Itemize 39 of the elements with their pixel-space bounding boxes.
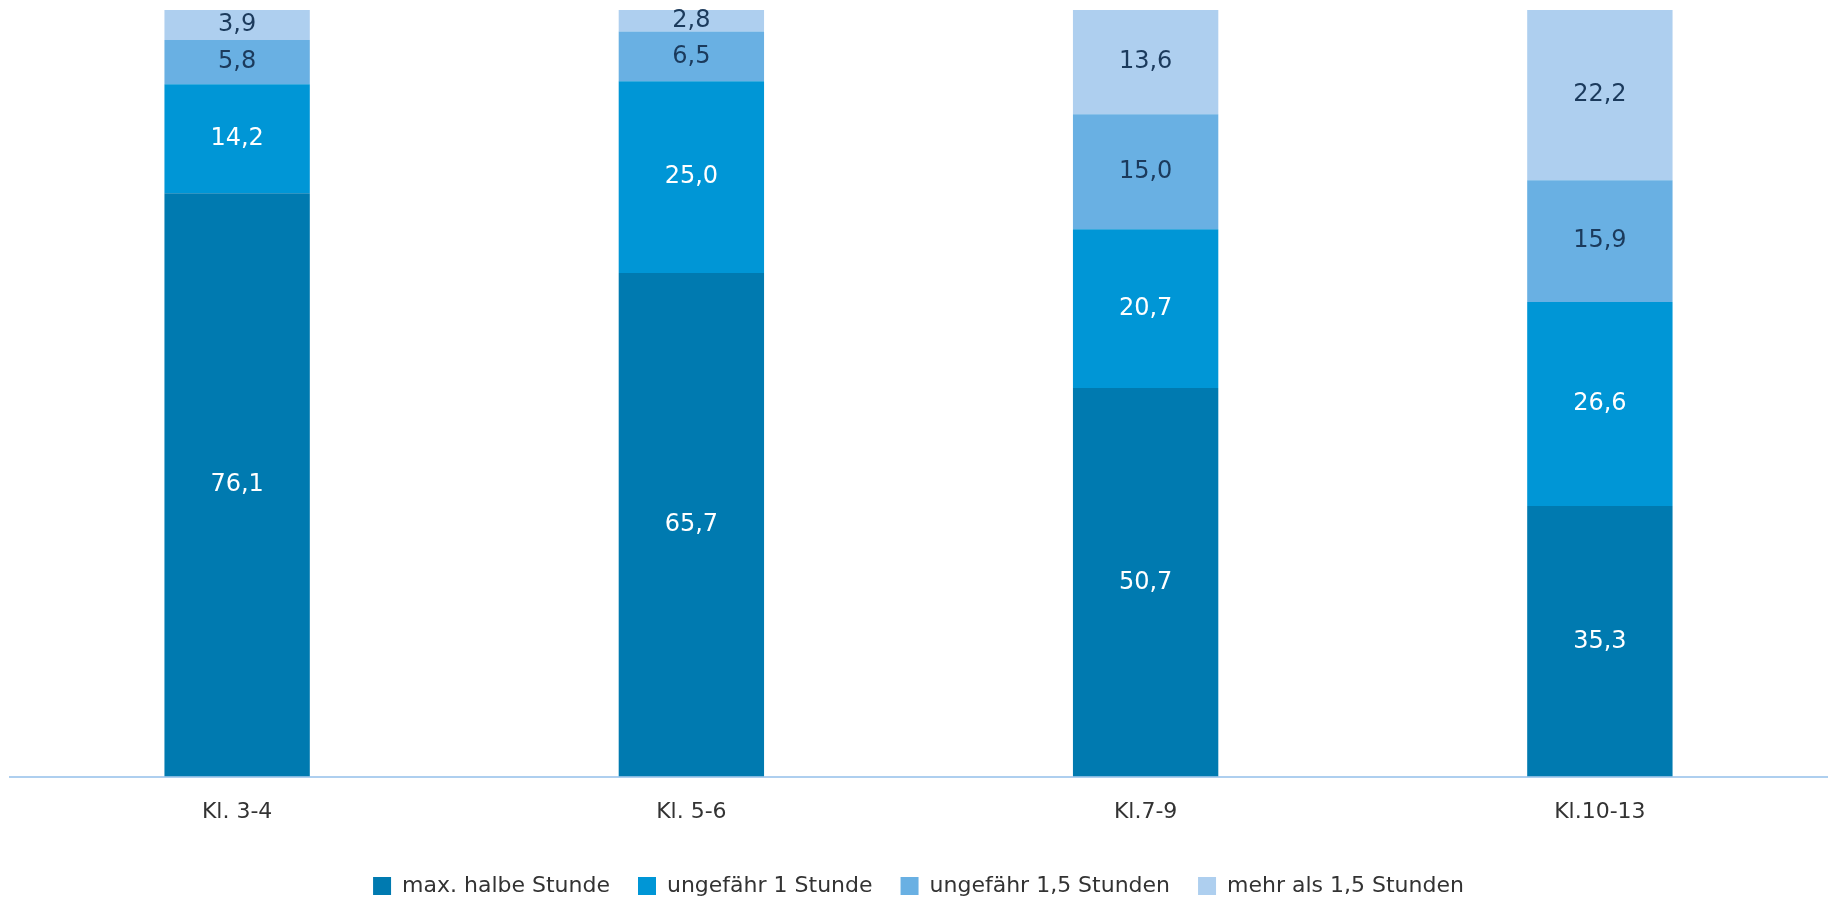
data-label: 25,0 bbox=[664, 161, 719, 190]
data-label: 15,0 bbox=[1118, 155, 1173, 184]
data-label: 65,7 bbox=[664, 509, 719, 538]
legend-label: ungefähr 1,5 Stunden bbox=[929, 871, 1171, 897]
legend-label: ungefähr 1 Stunde bbox=[666, 871, 873, 897]
bar bbox=[1527, 180, 1673, 303]
data-label: 20,7 bbox=[1118, 292, 1173, 321]
legend-label: mehr als 1,5 Stunden bbox=[1227, 871, 1464, 897]
bar bbox=[1527, 10, 1673, 181]
bar bbox=[1527, 302, 1673, 506]
bar bbox=[1072, 10, 1219, 115]
bar bbox=[1072, 229, 1219, 388]
x-tick-label: Kl.10-13 bbox=[1554, 797, 1646, 823]
legend-label: max. halbe Stunde bbox=[402, 871, 610, 897]
bar bbox=[1072, 114, 1219, 230]
data-label: 14,2 bbox=[210, 123, 264, 152]
bar bbox=[618, 272, 765, 777]
bar bbox=[618, 31, 765, 82]
data-label: 35,3 bbox=[1573, 625, 1627, 654]
data-label: 15,9 bbox=[1573, 225, 1627, 254]
x-tick-label: Kl. 5-6 bbox=[656, 797, 727, 823]
bar bbox=[164, 193, 310, 777]
data-label: 13,6 bbox=[1118, 46, 1173, 75]
data-label: 26,6 bbox=[1573, 388, 1627, 417]
data-label: 5,8 bbox=[218, 46, 257, 75]
data-label: 6,5 bbox=[672, 40, 711, 69]
x-tick-label: Kl. 3-4 bbox=[201, 797, 273, 823]
bar bbox=[618, 81, 765, 273]
x-tick-label: Kl.7-9 bbox=[1113, 797, 1178, 823]
bar bbox=[164, 10, 310, 40]
bar bbox=[1527, 505, 1673, 777]
bar bbox=[164, 84, 310, 194]
data-label: 3,9 bbox=[218, 9, 257, 38]
bar bbox=[164, 39, 310, 85]
data-label: 76,1 bbox=[210, 469, 264, 498]
data-label: 2,8 bbox=[672, 4, 711, 33]
data-label: 50,7 bbox=[1118, 566, 1173, 595]
data-label: 22,2 bbox=[1573, 79, 1627, 108]
bar bbox=[1072, 387, 1219, 777]
